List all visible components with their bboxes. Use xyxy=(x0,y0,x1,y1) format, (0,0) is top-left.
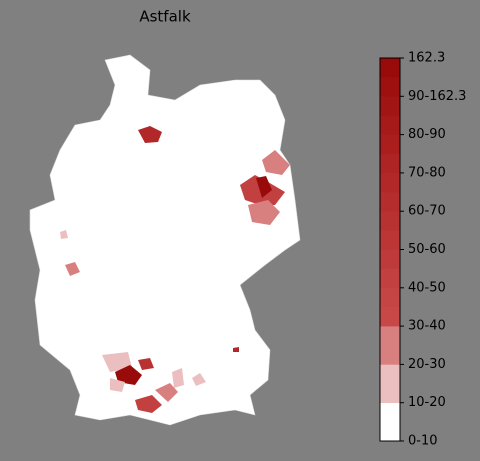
colorbar-segment xyxy=(380,421,400,442)
colorbar-segment xyxy=(380,115,400,135)
country-outline xyxy=(29,54,301,426)
colorbar-label: 70-80 xyxy=(408,165,446,180)
colorbar-segment xyxy=(380,192,400,212)
colorbar-segment xyxy=(380,306,400,327)
region xyxy=(233,347,239,352)
region xyxy=(135,395,162,413)
colorbar-segment xyxy=(380,287,400,308)
colorbar-segment xyxy=(380,153,400,174)
map-title: Astfalk xyxy=(139,8,191,26)
colorbar-segment xyxy=(380,383,400,403)
colorbar-label: 90-162.3 xyxy=(408,89,466,104)
colorbar: 0-10 10-20 20-30 30-40 40-50 50-60 60-70 70-80 8… xyxy=(379,51,466,449)
region xyxy=(262,150,290,175)
colorbar-label: 162.3 xyxy=(408,51,445,66)
colorbar-segment xyxy=(380,402,400,423)
colorbar-label: 10-20 xyxy=(408,395,446,410)
germany-map xyxy=(29,54,301,426)
colorbar-segment xyxy=(380,96,400,116)
colorbar-segment xyxy=(380,249,400,269)
region xyxy=(256,176,272,198)
colorbar-segment xyxy=(380,230,400,250)
region xyxy=(102,352,132,372)
region xyxy=(65,262,80,276)
colorbar-segment xyxy=(380,172,400,193)
region xyxy=(172,368,184,388)
colorbar-label: 30-40 xyxy=(408,319,446,334)
region xyxy=(155,383,178,402)
colorbar-label: 60-70 xyxy=(408,204,446,219)
region xyxy=(138,126,162,143)
colorbar-segment xyxy=(380,58,400,78)
region xyxy=(192,373,206,386)
colorbar-label: 20-30 xyxy=(408,357,446,372)
colorbar-segment xyxy=(380,364,400,384)
colorbar-label: 80-90 xyxy=(408,127,446,142)
region xyxy=(248,200,280,225)
colorbar-segment xyxy=(380,268,400,289)
colorbar-label: 50-60 xyxy=(408,242,446,257)
colorbar-segment xyxy=(380,77,400,97)
colorbar-segment xyxy=(380,134,400,155)
colorbar-segment xyxy=(380,326,400,346)
region xyxy=(110,378,125,392)
colorbar-segment xyxy=(380,345,400,365)
region xyxy=(60,230,68,239)
region xyxy=(138,358,154,370)
colorbar-label: 0-10 xyxy=(408,434,438,449)
colorbar-label: 40-50 xyxy=(408,280,446,295)
region xyxy=(115,365,142,385)
colorbar-segment xyxy=(380,211,400,231)
